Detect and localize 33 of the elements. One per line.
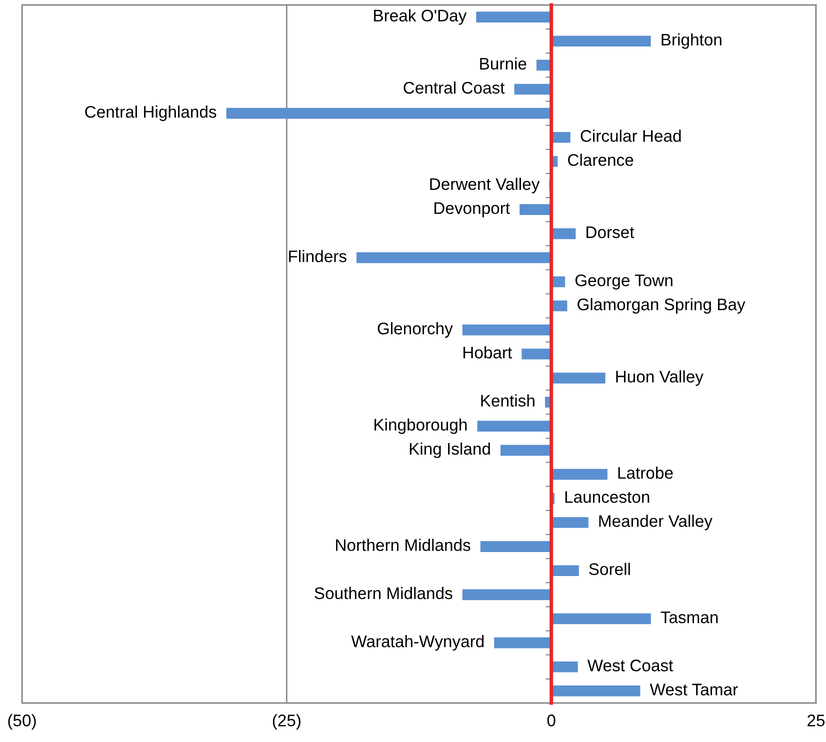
y-tick-label: Huon Valley <box>616 370 704 386</box>
y-tick-label: Meander Valley <box>599 514 712 530</box>
y-tick-label: King Island <box>410 442 490 458</box>
y-tick-label: Glamorgan Spring Bay <box>578 298 746 314</box>
y-tick-label: Kentish <box>481 394 534 407</box>
y-tick-label: Central Coast <box>404 81 505 94</box>
y-tick-label: Derwent Valley <box>430 178 540 194</box>
x-tick-label: (50) <box>8 714 36 730</box>
y-tick-label: Devonport <box>434 202 510 218</box>
y-tick-label: Tasman <box>660 612 718 624</box>
y-tick-label: Hobart <box>464 346 512 358</box>
y-tick-label: West Tamar <box>650 684 738 696</box>
y-tick-label: Burnie <box>480 57 526 70</box>
x-tick-label: (25) <box>272 714 300 730</box>
y-tick-label: George Town <box>575 274 672 290</box>
y-tick-label: Central Highlands <box>85 106 216 122</box>
y-tick-label: Dorset <box>586 226 634 238</box>
y-tick-label: West Coast <box>587 660 674 672</box>
y-tick-label: Kingborough <box>374 418 467 434</box>
y-tick-label: Latrobe <box>618 466 673 479</box>
y-tick-label: Circular Head <box>580 130 681 142</box>
y-tick-label: Sorell <box>589 562 630 576</box>
x-tick-label: 25 <box>808 714 825 726</box>
y-tick-label: Clarence <box>568 154 634 166</box>
y-tick-label: Waratah-Wynyard <box>351 635 484 651</box>
y-tick-label: Glenorchy <box>378 322 453 338</box>
y-tick-label: Break O'Day <box>374 9 467 25</box>
y-tick-label: Brighton <box>662 33 722 49</box>
y-tick-label: Northern Midlands <box>336 538 470 552</box>
y-tick-label: Flinders <box>289 250 346 262</box>
y-tick-label: Launceston <box>565 491 650 503</box>
y-tick-label: Southern Midlands <box>314 586 452 600</box>
x-tick-label: 0 <box>547 714 556 726</box>
